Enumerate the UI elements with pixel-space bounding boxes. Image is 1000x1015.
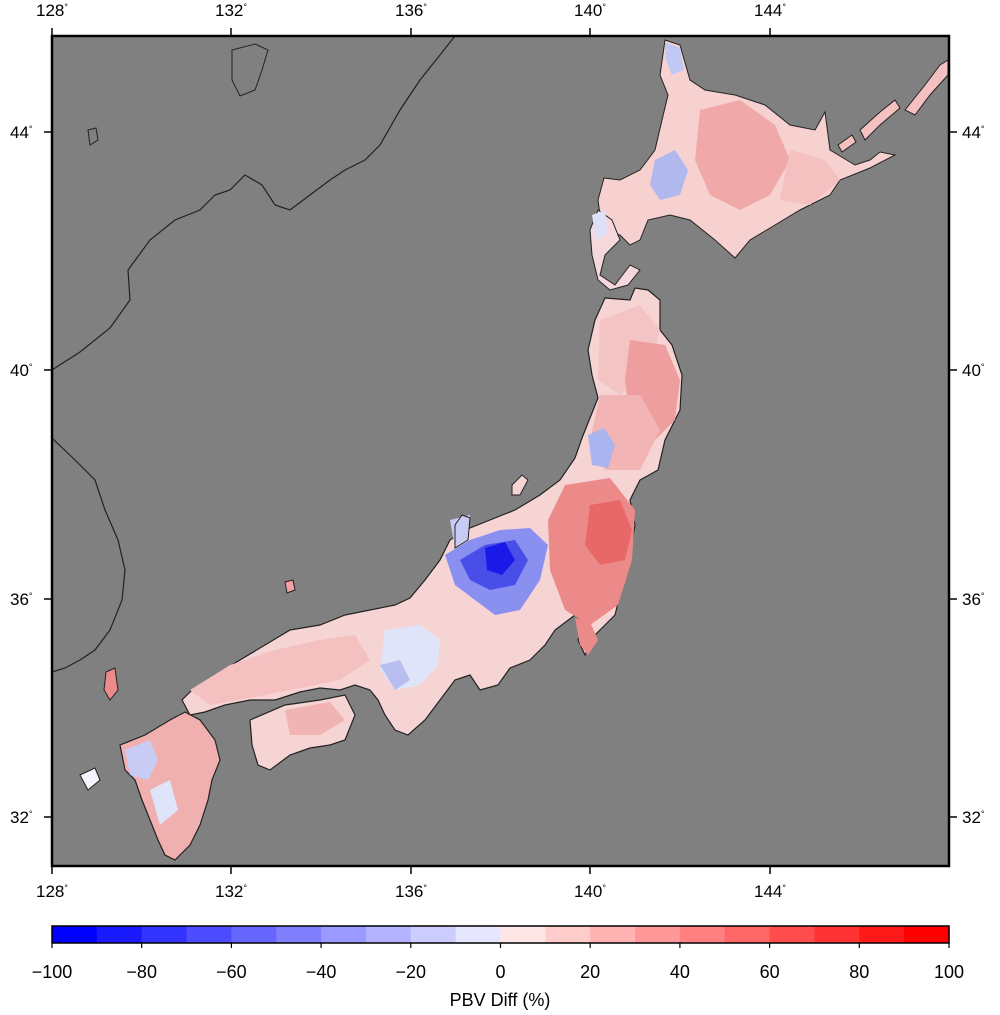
colorbar-labels: −100 −80 −60 −40 −20 0 20 40 60 80 100: [32, 943, 964, 982]
kuril-island: [859, 99, 901, 141]
lat-label-left: 36°: [10, 590, 33, 609]
colorbar-bin: [455, 926, 502, 943]
colorbar-tick-label: −60: [216, 962, 247, 982]
lat-label-right: 40°: [962, 361, 985, 380]
colorbar-bin: [365, 926, 412, 943]
lon-label-top: 132°: [215, 1, 247, 20]
colorbar-bin: [276, 926, 322, 943]
lat-label-left: 40°: [10, 361, 33, 380]
colorbar-tick-label: 60: [760, 962, 780, 982]
colorbar-bin: [859, 926, 905, 943]
colorbar-bin: [500, 926, 546, 943]
lon-label-top: 128°: [36, 1, 68, 20]
korea-coastline: [52, 437, 126, 673]
colorbar-tick-label: 100: [934, 962, 964, 982]
hokkaido-sw-blue: [592, 210, 608, 240]
lon-label-bottom: 128°: [36, 882, 68, 901]
sado-island: [511, 474, 529, 496]
lon-label-bottom: 132°: [215, 882, 247, 901]
kyushu-pale: [150, 780, 178, 825]
colorbar-bin: [679, 926, 726, 943]
colorbar-tick-label: 0: [495, 962, 505, 982]
lon-label-top: 140°: [574, 1, 606, 20]
colorbar-bin: [724, 926, 771, 943]
hokkaido-cape-blue: [665, 42, 684, 75]
colorbar-bin: [96, 926, 143, 943]
map-content: [52, 36, 949, 861]
kyushu: [79, 711, 221, 861]
tsushima-island: [103, 667, 119, 701]
noto-peninsula: [454, 514, 471, 549]
kuril-island: [837, 134, 857, 153]
island-outline: [231, 43, 269, 97]
chugoku-shade: [190, 635, 370, 705]
lon-label-bottom: 136°: [395, 882, 427, 901]
lon-label-bottom: 140°: [574, 882, 606, 901]
kyushu-island: [79, 767, 101, 791]
lat-label-right: 32°: [962, 808, 985, 827]
lon-label-bottom: 144°: [754, 882, 786, 901]
colorbar-bin: [321, 926, 367, 943]
lat-label-right: 44°: [962, 123, 985, 142]
kinki-blue: [380, 660, 410, 690]
chubu-core: [485, 542, 515, 575]
kanto-core: [585, 500, 632, 565]
island-outline: [87, 127, 99, 146]
colorbar-bin: [186, 926, 232, 943]
colorbar-bin: [231, 926, 277, 943]
colorbar-bin: [52, 926, 98, 943]
lon-label-top: 136°: [395, 1, 427, 20]
lon-label-top: 144°: [754, 1, 786, 20]
colorbar-tick-label: 80: [849, 962, 869, 982]
colorbar-bin: [410, 926, 457, 943]
colorbar: [52, 926, 950, 943]
kanto-peninsula: [575, 618, 598, 655]
colorbar-bin: [545, 926, 591, 943]
colorbar-tick-label: −100: [32, 962, 73, 982]
hokkaido-lake-blue: [650, 150, 688, 200]
oki-island: [284, 579, 296, 594]
axis-ticks: 128° 128° 132° 132° 136° 136° 140° 140° 144° 144°…: [10, 1, 985, 901]
colorbar-tick-label: −80: [126, 962, 157, 982]
colorbar-title: PBV Diff (%): [450, 990, 551, 1010]
colorbar-bin: [635, 926, 681, 943]
lat-label-right: 36°: [962, 590, 985, 609]
hokkaido-east-shade: [780, 150, 840, 205]
colorbar-bin: [814, 926, 860, 943]
hokkaido-center-shade: [695, 100, 790, 210]
mainland-coastline: [52, 36, 456, 371]
colorbar-tick-label: 20: [580, 962, 600, 982]
shikoku-shade: [285, 702, 345, 735]
lat-label-left: 44°: [10, 123, 33, 142]
colorbar-tick-label: 40: [670, 962, 690, 982]
map-frame: [50, 34, 951, 868]
tohoku-blue: [588, 428, 615, 468]
honshu: [181, 287, 683, 736]
colorbar-bin: [141, 926, 188, 943]
shikoku: [249, 694, 356, 771]
colorbar-bin: [769, 926, 816, 943]
colorbar-bin: [904, 926, 950, 943]
kyushu-blue: [125, 740, 158, 780]
colorbar-bin: [590, 926, 636, 943]
hokkaido: [589, 39, 949, 291]
colorbar-tick-label: −40: [306, 962, 337, 982]
lat-label-left: 32°: [10, 808, 33, 827]
colorbar-tick-label: −20: [396, 962, 427, 982]
